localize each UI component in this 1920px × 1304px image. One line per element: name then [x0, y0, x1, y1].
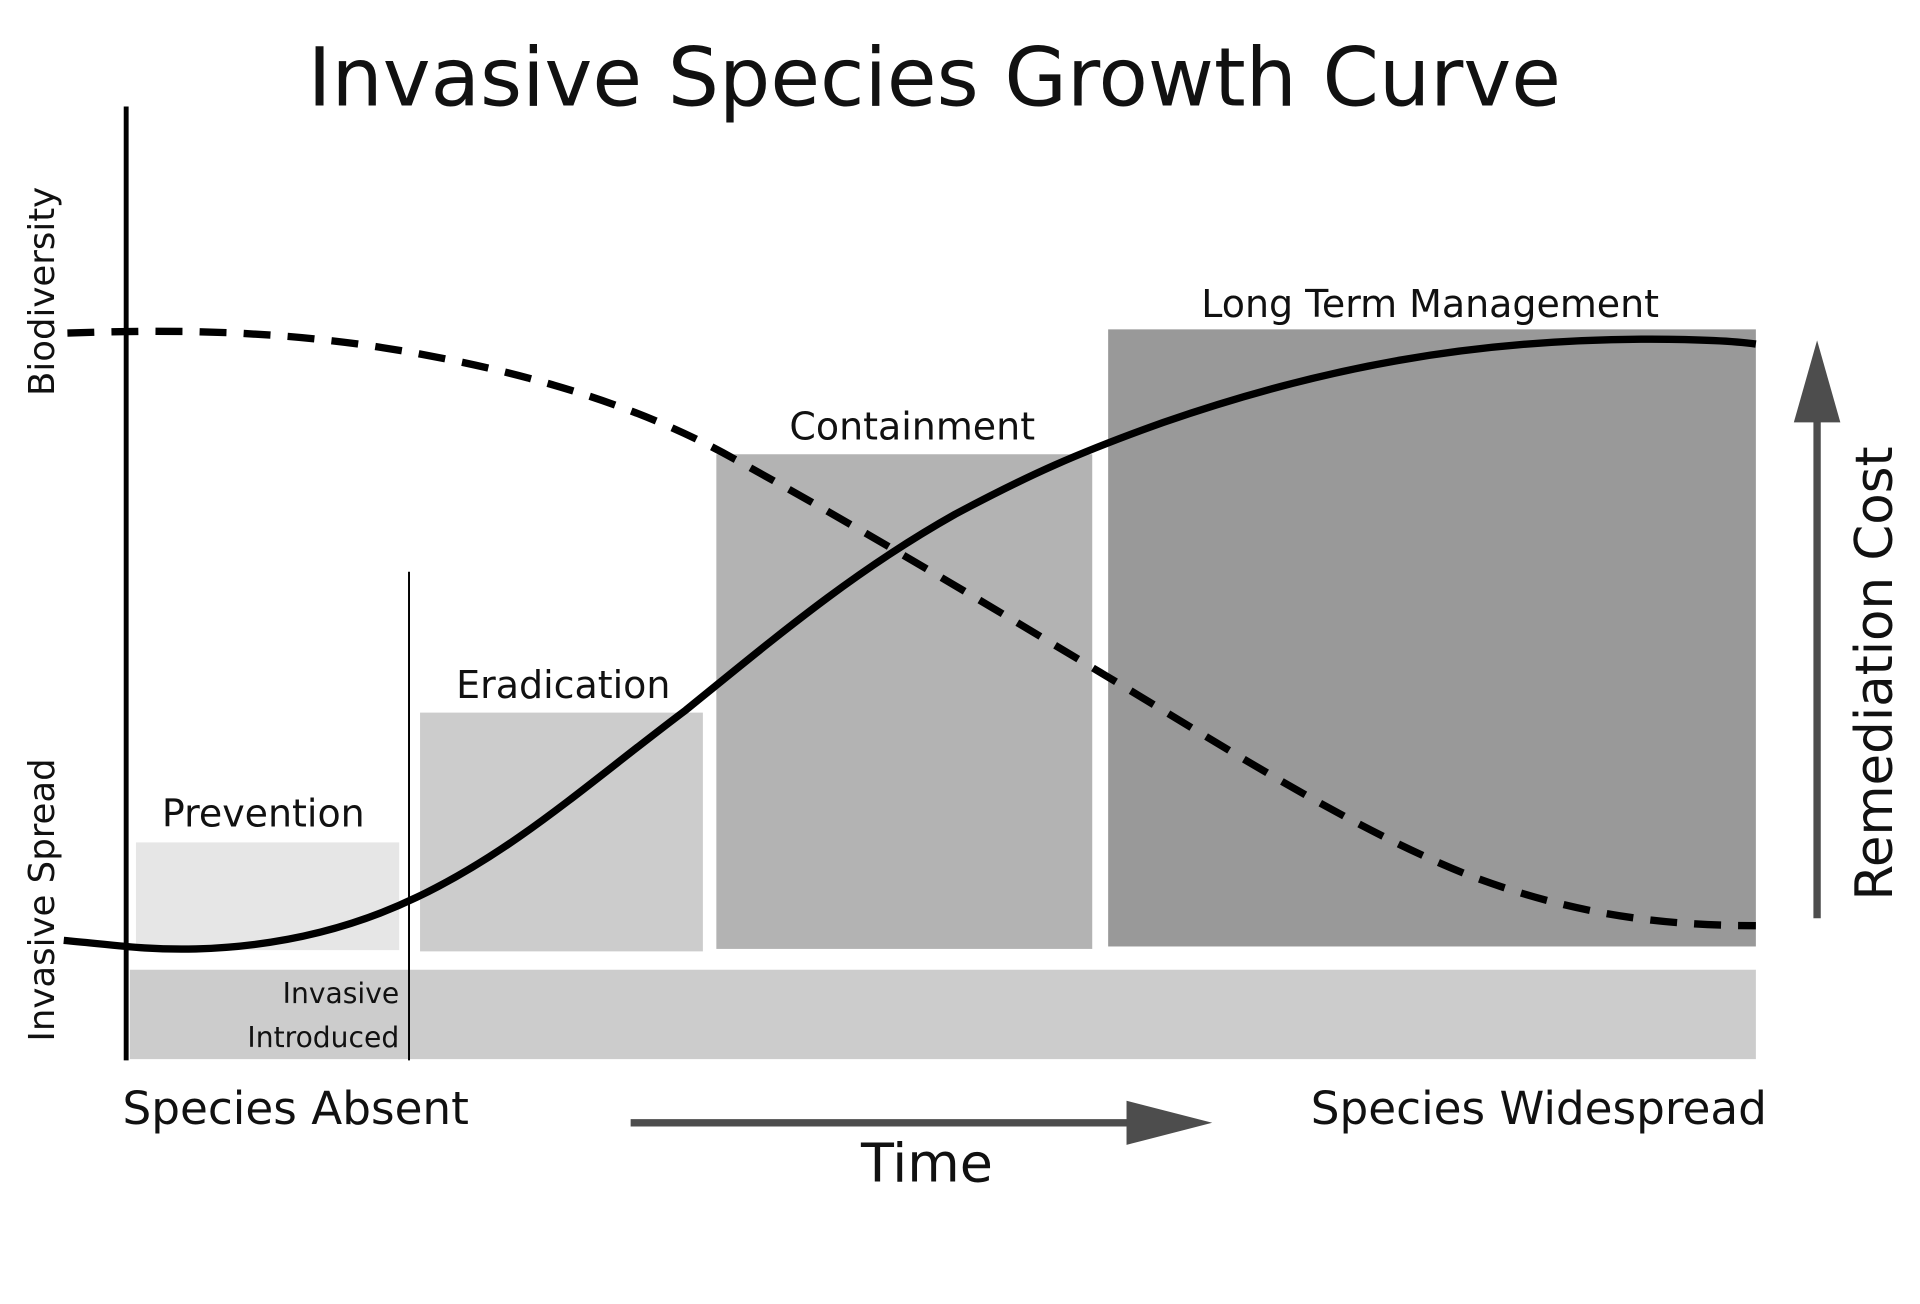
remediation-cost-arrow-head	[1793, 340, 1841, 423]
left-axis-bottom-label: Invasive Spread	[22, 758, 63, 1041]
stage-label-eradication: Eradication	[456, 663, 670, 707]
introduction-label-line1: Invasive	[283, 977, 400, 1010]
species-widespread-label: Species Widespread	[1311, 1082, 1767, 1135]
left-axis-top-label: Biodiversity	[22, 187, 63, 396]
stage-label-prevention: Prevention	[162, 791, 365, 835]
invasive-spread-curve	[63, 335, 1757, 953]
stage-label-containment: Containment	[789, 405, 1035, 449]
stage-containment	[716, 454, 1093, 949]
introduction-label-line2: Introduced	[247, 1021, 399, 1054]
stage-eradication	[420, 712, 703, 952]
stage-long-term-management	[1108, 329, 1756, 947]
biodiversity-curve	[67, 327, 1756, 930]
stage-label-long-term-management: Long Term Management	[1201, 282, 1659, 326]
right-axis-label: Remediation Cost	[1845, 446, 1905, 900]
stage-prevention	[135, 842, 400, 951]
time-arrow-head	[1126, 1100, 1213, 1145]
species-absent-label: Species Absent	[123, 1082, 469, 1135]
time-label: Time	[860, 1132, 993, 1195]
base-band	[129, 969, 1756, 1060]
diagram-title: Invasive Species Growth Curve	[308, 31, 1561, 125]
